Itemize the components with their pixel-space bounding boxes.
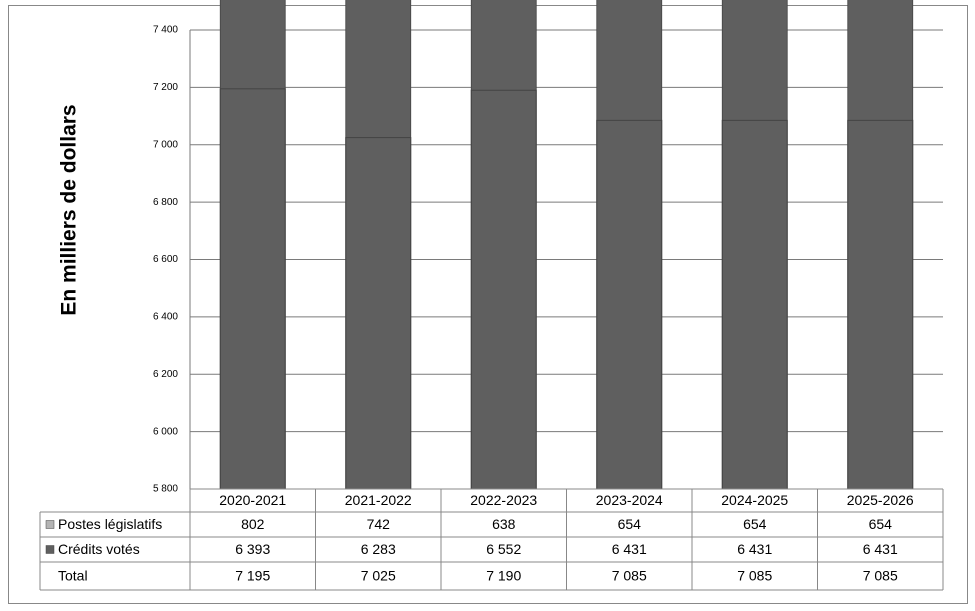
data-label: 6 431 <box>737 541 772 557</box>
x-tick-label: 2021-2022 <box>345 492 412 508</box>
legend-label: Crédits votés <box>58 541 140 557</box>
total-value: 7 085 <box>737 568 772 584</box>
total-value: 7 085 <box>612 568 647 584</box>
y-tick-label: 6 200 <box>153 369 178 380</box>
x-tick-label: 2020-2021 <box>219 492 286 508</box>
data-label: 802 <box>241 516 265 532</box>
data-label: 6 393 <box>235 541 270 557</box>
bar-segment <box>470 0 537 490</box>
bar-segment <box>219 0 286 490</box>
data-label: 638 <box>492 516 516 532</box>
data-label: 654 <box>618 516 642 532</box>
y-tick-label: 7 200 <box>153 82 178 93</box>
total-value: 7 025 <box>361 568 396 584</box>
y-tick-label: 7 400 <box>153 25 178 36</box>
y-tick-label: 7 000 <box>153 139 178 150</box>
data-label: 6 283 <box>361 541 396 557</box>
data-label: 654 <box>743 516 767 532</box>
y-tick-label: 6 400 <box>153 312 178 323</box>
data-label: 6 431 <box>863 541 898 557</box>
data-label: 6 552 <box>486 541 521 557</box>
data-label: 742 <box>367 516 391 532</box>
data-label: 6 431 <box>612 541 647 557</box>
y-axis-label: En milliers de dollars <box>58 104 81 315</box>
bar-segment <box>847 0 914 490</box>
total-value: 7 085 <box>863 568 898 584</box>
legend-key <box>45 520 55 529</box>
y-tick-label: 5 800 <box>153 484 178 495</box>
y-tick-label: 6 000 <box>153 426 178 437</box>
legend-key <box>45 545 55 554</box>
y-tick-label: 6 800 <box>153 197 178 208</box>
x-tick-label: 2024-2025 <box>721 492 788 508</box>
bar-segment <box>721 0 788 490</box>
total-value: 7 195 <box>235 568 270 584</box>
bar-segment <box>345 0 412 490</box>
x-tick-label: 2025-2026 <box>847 492 914 508</box>
total-value: 7 190 <box>486 568 521 584</box>
bar-segment <box>596 0 663 490</box>
total-label: Total <box>58 568 88 584</box>
y-tick-label: 6 600 <box>153 254 178 265</box>
legend-label: Postes législatifs <box>58 516 162 532</box>
x-tick-label: 2023-2024 <box>596 492 663 508</box>
data-label: 654 <box>869 516 893 532</box>
x-tick-label: 2022-2023 <box>470 492 537 508</box>
